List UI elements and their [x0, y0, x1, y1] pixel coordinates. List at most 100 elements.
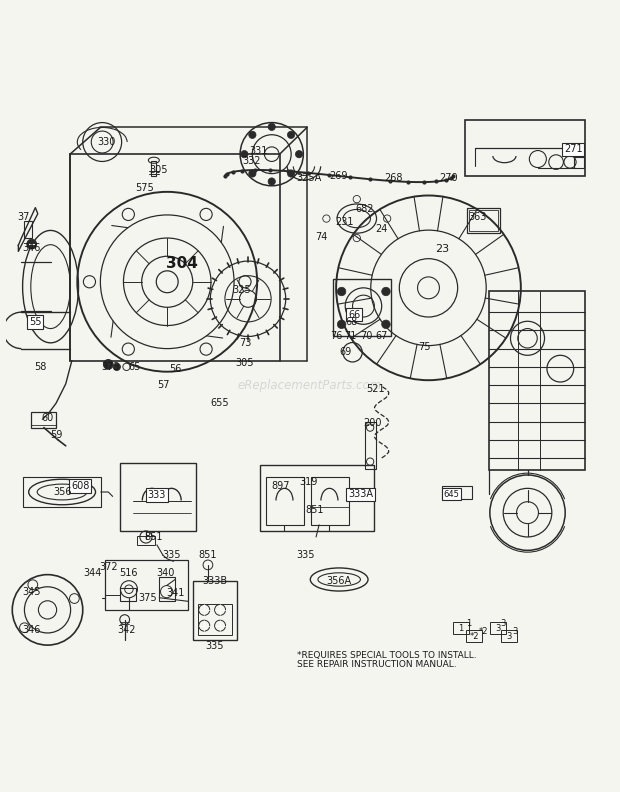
Bar: [137, 536, 155, 545]
Text: 335: 335: [296, 550, 314, 560]
Bar: [443, 486, 472, 499]
Text: 851: 851: [144, 532, 163, 542]
Text: 682: 682: [355, 204, 374, 214]
Text: 1: 1: [458, 623, 463, 633]
Text: 516: 516: [120, 569, 138, 578]
Text: 304: 304: [166, 256, 198, 271]
Text: 340: 340: [157, 569, 175, 578]
Bar: [466, 630, 482, 642]
Text: 76: 76: [330, 332, 342, 341]
Text: 1: 1: [467, 619, 472, 628]
Text: 56: 56: [169, 364, 181, 375]
Bar: [23, 478, 101, 507]
Text: 65: 65: [129, 362, 141, 371]
Text: 200: 200: [363, 417, 382, 428]
Text: *REQUIRES SPECIAL TOOLS TO INSTALL.: *REQUIRES SPECIAL TOOLS TO INSTALL.: [296, 651, 476, 661]
Text: 330: 330: [97, 137, 116, 147]
Bar: [120, 463, 197, 531]
Text: 655: 655: [211, 398, 229, 409]
Text: 74: 74: [316, 232, 328, 242]
Text: 897: 897: [272, 481, 290, 491]
Text: 3: 3: [507, 631, 512, 641]
Text: 58: 58: [34, 362, 46, 371]
Text: 60: 60: [42, 413, 54, 423]
Circle shape: [268, 124, 275, 131]
Bar: [333, 279, 391, 337]
Text: 345: 345: [22, 587, 41, 596]
Bar: [266, 478, 304, 525]
Text: 521: 521: [366, 383, 384, 394]
Text: 335: 335: [205, 642, 224, 651]
Text: 37: 37: [17, 211, 29, 222]
Text: 332: 332: [242, 157, 260, 166]
Bar: [70, 154, 280, 361]
Text: 305: 305: [235, 358, 254, 368]
Text: 3: 3: [495, 623, 501, 633]
Text: 71: 71: [345, 332, 357, 341]
Bar: [120, 588, 136, 601]
Bar: [453, 622, 469, 634]
Bar: [365, 421, 376, 469]
Text: 325: 325: [232, 284, 251, 295]
Circle shape: [249, 131, 256, 139]
Text: 342: 342: [117, 625, 136, 635]
Text: 851: 851: [306, 505, 324, 516]
Text: 333A: 333A: [348, 489, 373, 500]
Text: 3: 3: [513, 627, 518, 636]
Text: 356A: 356A: [327, 577, 352, 586]
Text: 319: 319: [299, 478, 317, 487]
Circle shape: [268, 178, 275, 185]
Bar: [198, 604, 232, 635]
Text: 3: 3: [500, 619, 506, 628]
Circle shape: [113, 364, 120, 371]
Text: 66: 66: [348, 310, 360, 320]
Text: 67: 67: [376, 332, 388, 341]
Text: 305: 305: [149, 165, 167, 175]
Circle shape: [337, 287, 346, 295]
Text: 270: 270: [439, 173, 458, 184]
Circle shape: [288, 131, 294, 139]
Text: 268: 268: [384, 173, 402, 184]
Text: 70: 70: [360, 332, 373, 341]
Text: 333B: 333B: [202, 577, 227, 586]
Bar: [193, 581, 237, 640]
Circle shape: [337, 320, 346, 329]
Bar: [465, 120, 585, 176]
Circle shape: [295, 150, 303, 158]
Text: 608: 608: [71, 481, 89, 491]
Bar: [151, 161, 156, 176]
Bar: [490, 622, 507, 634]
Bar: [105, 560, 188, 610]
Text: 75: 75: [418, 342, 430, 352]
Text: 59: 59: [50, 430, 63, 440]
Text: 269: 269: [329, 171, 348, 181]
Bar: [467, 208, 500, 233]
Text: 23: 23: [435, 244, 449, 254]
Bar: [260, 465, 374, 531]
Text: 851: 851: [198, 550, 217, 560]
Text: 231: 231: [335, 217, 354, 227]
Bar: [311, 478, 349, 525]
Text: 363: 363: [468, 212, 486, 223]
Text: 331: 331: [249, 147, 268, 156]
Bar: [469, 210, 498, 230]
Circle shape: [27, 239, 37, 249]
Circle shape: [382, 320, 390, 329]
Text: 373: 373: [102, 362, 120, 371]
Bar: [24, 221, 32, 238]
Bar: [489, 291, 585, 470]
Text: 55: 55: [29, 317, 42, 327]
Text: *2: *2: [469, 631, 479, 641]
Text: *2: *2: [479, 627, 488, 636]
Bar: [159, 577, 174, 601]
Text: 341: 341: [166, 588, 184, 599]
Text: eReplacementParts.com: eReplacementParts.com: [238, 379, 382, 391]
Text: 372: 372: [99, 562, 118, 573]
Circle shape: [249, 169, 256, 177]
Text: 24: 24: [375, 224, 388, 234]
Text: 344: 344: [83, 569, 102, 578]
Circle shape: [288, 169, 294, 177]
Text: 68: 68: [345, 317, 358, 327]
Text: 325A: 325A: [296, 173, 321, 184]
Circle shape: [104, 360, 113, 369]
